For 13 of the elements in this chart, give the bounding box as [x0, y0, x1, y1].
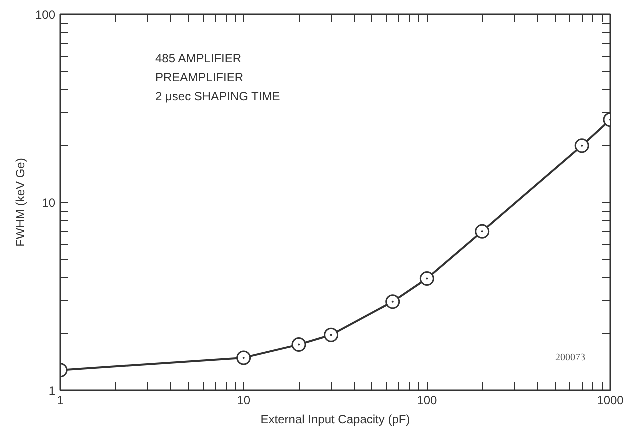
x-tick-label: 10 [237, 394, 251, 408]
y-axis-title: FWHM (keV Ge) [13, 158, 28, 247]
annotation: 2 μsec SHAPING TIME [156, 90, 280, 104]
y-tick-label: 1 [48, 384, 56, 398]
y-tick-label: 100 [35, 8, 56, 22]
annotation: PREAMPLIFIER [156, 70, 244, 84]
annotation: 485 AMPLIFIER [156, 52, 242, 66]
x-tick-label: 100 [417, 394, 438, 408]
x-axis-title: External Input Capacity (pF) [260, 412, 410, 426]
y-tick-label: 10 [42, 196, 56, 210]
x-tick-label: 1 [57, 394, 64, 408]
annotation: 200073 [556, 352, 586, 364]
x-tick-label: 1000 [597, 394, 624, 408]
